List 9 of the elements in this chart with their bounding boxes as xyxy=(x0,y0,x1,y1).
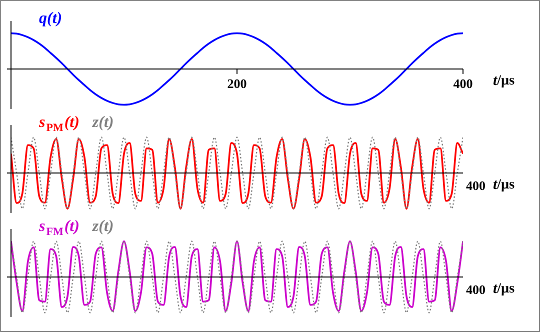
text: 400 xyxy=(466,282,486,297)
x-tick-label: 200 xyxy=(227,76,247,92)
x-axis-title: t/µs xyxy=(493,176,516,193)
x-axis-title: t/µs xyxy=(493,72,516,89)
series-label: z(t) xyxy=(91,218,114,235)
series-label: z(t) xyxy=(91,114,114,131)
text: 400 xyxy=(466,178,486,193)
x-axis-title: t/µs xyxy=(493,280,516,297)
series-label: q(t) xyxy=(39,10,62,27)
